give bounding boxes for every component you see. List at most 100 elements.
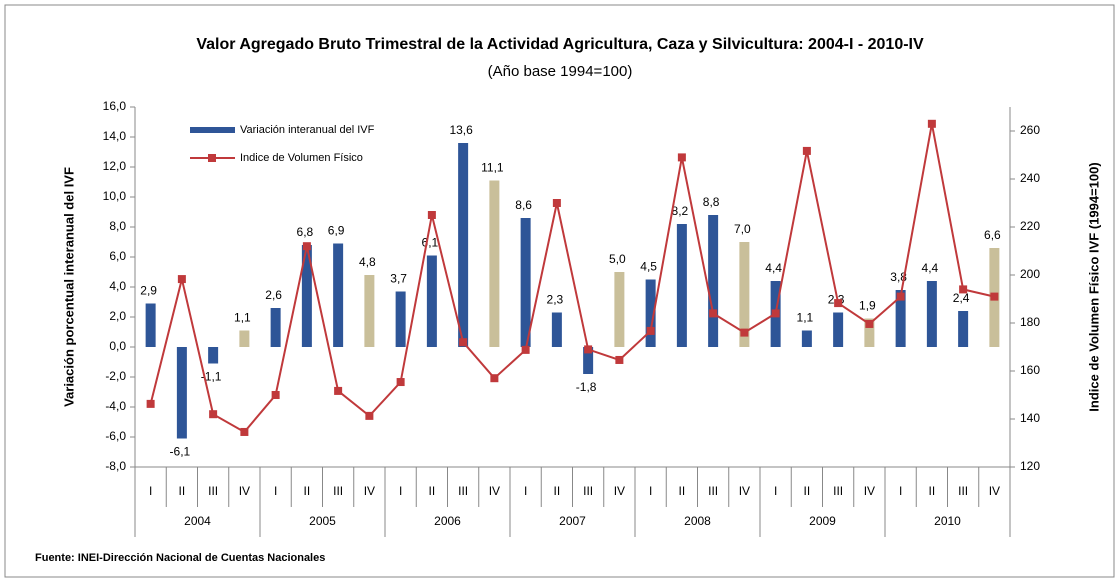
bar — [395, 291, 406, 347]
x-tick-label: II — [804, 484, 811, 498]
bar-value-label: 4,4 — [765, 261, 782, 275]
x-tick-label: IV — [239, 484, 250, 498]
year-label: 2005 — [309, 514, 336, 528]
x-tick-label: II — [929, 484, 936, 498]
x-tick-label: III — [583, 484, 593, 498]
line-marker — [584, 345, 593, 354]
bar-value-label: 2,3 — [547, 293, 564, 307]
bar-value-label: 2,6 — [265, 288, 282, 302]
bar-value-label: 4,4 — [922, 261, 939, 275]
bar-value-label: 2,9 — [140, 284, 157, 298]
y2-tick-label: 220 — [1020, 219, 1040, 233]
bar-value-label: 8,6 — [515, 198, 532, 212]
bar — [583, 347, 594, 374]
x-tick-label: II — [554, 484, 561, 498]
x-tick-label: II — [304, 484, 311, 498]
line-marker — [615, 355, 624, 364]
bar-value-label: 11,1 — [481, 161, 504, 175]
bar — [176, 347, 187, 439]
y-tick-label: 6,0 — [109, 249, 126, 263]
y2-tick-label: 240 — [1020, 171, 1040, 185]
x-tick-label: IV — [614, 484, 625, 498]
line-marker — [834, 299, 843, 308]
bar-value-label: 1,1 — [797, 311, 814, 325]
x-tick-label: IV — [739, 484, 750, 498]
x-tick-label: III — [833, 484, 843, 498]
x-tick-label: I — [899, 484, 902, 498]
line-marker — [177, 275, 186, 284]
bar — [926, 281, 937, 347]
line-marker — [302, 242, 311, 251]
bar — [895, 290, 906, 347]
bar — [426, 255, 437, 347]
bar-value-label: 5,0 — [609, 252, 626, 266]
year-label: 2010 — [934, 514, 961, 528]
line-marker — [459, 338, 468, 347]
bar-value-label: 7,0 — [734, 222, 751, 236]
legend-label: Indice de Volumen Físico — [240, 152, 363, 164]
y2-tick-label: 200 — [1020, 267, 1040, 281]
line-marker — [521, 345, 530, 354]
bar — [801, 330, 812, 347]
line-marker — [927, 119, 936, 128]
x-tick-label: I — [649, 484, 652, 498]
bar — [208, 347, 219, 364]
chart-title: Valor Agregado Bruto Trimestral de la Ac… — [196, 36, 924, 53]
y2-axis-label: Indice de Volumen Físico IVF (1994=100) — [1086, 162, 1101, 411]
bar — [458, 143, 469, 347]
x-tick-label: III — [458, 484, 468, 498]
y2-tick-label: 260 — [1020, 123, 1040, 137]
x-tick-label: III — [333, 484, 343, 498]
y2-tick-label: 160 — [1020, 363, 1040, 377]
bar — [364, 275, 375, 347]
line-marker — [209, 410, 218, 419]
x-tick-label: III — [958, 484, 968, 498]
bar-value-label: 13,6 — [449, 123, 473, 137]
bar-value-label: 6,1 — [422, 236, 439, 250]
x-tick-label: I — [399, 484, 402, 498]
line-marker — [802, 146, 811, 155]
x-tick-label: II — [679, 484, 686, 498]
bar-value-label: 3,7 — [390, 272, 407, 286]
bar — [708, 215, 719, 347]
line-marker — [334, 386, 343, 395]
line-marker — [365, 411, 374, 420]
bar — [676, 224, 687, 347]
y2-tick-label: 180 — [1020, 315, 1040, 329]
bar-value-label: 4,8 — [359, 255, 376, 269]
line-marker — [740, 328, 749, 337]
bar-value-label: 8,2 — [672, 204, 689, 218]
bar — [739, 242, 750, 347]
legend-label: Variación interanual del IVF — [240, 124, 375, 136]
bar-value-label: 1,9 — [859, 299, 876, 313]
bar-value-label: 4,5 — [640, 260, 657, 274]
line-marker — [240, 427, 249, 436]
line-marker — [771, 309, 780, 318]
legend-swatch — [208, 154, 216, 162]
x-tick-label: I — [774, 484, 777, 498]
y-tick-label: 2,0 — [109, 309, 126, 323]
line-marker — [427, 211, 436, 219]
x-tick-label: III — [208, 484, 218, 498]
bar-value-label: 8,8 — [703, 195, 720, 209]
x-tick-label: I — [274, 484, 277, 498]
year-label: 2006 — [434, 514, 461, 528]
year-label: 2008 — [684, 514, 711, 528]
bar — [833, 312, 844, 347]
bar-value-label: 6,8 — [297, 225, 314, 239]
line-marker — [990, 292, 999, 301]
x-tick-label: II — [429, 484, 436, 498]
x-tick-label: IV — [989, 484, 1000, 498]
bar-value-label: -6,1 — [170, 445, 191, 459]
legend-swatch — [190, 127, 235, 133]
bar — [489, 180, 500, 347]
line-marker — [490, 374, 499, 383]
year-label: 2007 — [559, 514, 586, 528]
chart-subtitle: (Año base 1994=100) — [488, 63, 633, 80]
source-note: Fuente: INEI-Dirección Nacional de Cuent… — [35, 552, 325, 564]
x-tick-label: III — [708, 484, 718, 498]
x-tick-label: IV — [364, 484, 375, 498]
bar-value-label: 6,6 — [984, 228, 1001, 242]
year-label: 2004 — [184, 514, 211, 528]
line-marker — [552, 199, 561, 207]
